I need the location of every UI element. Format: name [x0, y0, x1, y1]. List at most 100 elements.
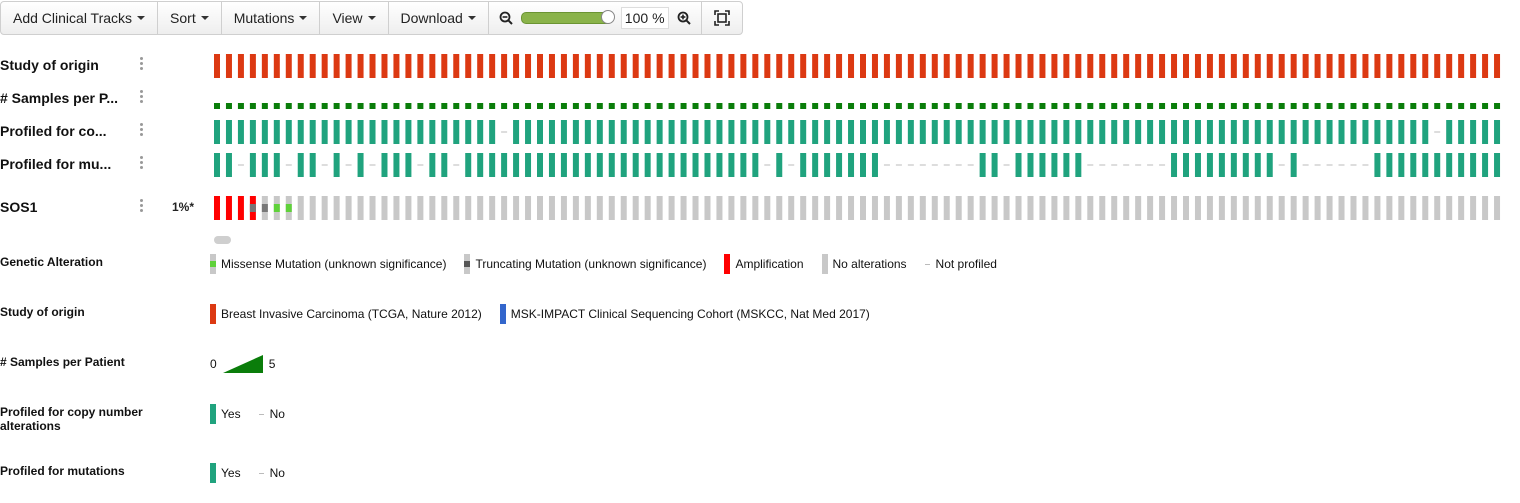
- mut-profiled-cell[interactable]: [273, 153, 280, 177]
- mut-profiled-cell[interactable]: [1266, 153, 1273, 177]
- no-alteration-cell[interactable]: [836, 196, 843, 220]
- mut-not-profiled-cell[interactable]: [895, 164, 902, 166]
- samples-cell[interactable]: [1302, 103, 1309, 109]
- samples-cell[interactable]: [596, 103, 603, 109]
- mut-profiled-cell[interactable]: [1290, 153, 1297, 177]
- no-alteration-cell[interactable]: [1159, 196, 1166, 220]
- mut-profiled-cell[interactable]: [1410, 153, 1417, 177]
- samples-cell[interactable]: [214, 103, 220, 109]
- cna-profiled-cell[interactable]: [1135, 120, 1142, 144]
- mut-profiled-cell[interactable]: [848, 153, 855, 177]
- mut-not-profiled-cell[interactable]: [1338, 164, 1345, 166]
- cna-profiled-cell[interactable]: [812, 120, 819, 144]
- cna-profiled-cell[interactable]: [1015, 120, 1022, 144]
- mut-not-profiled-cell[interactable]: [1099, 164, 1106, 166]
- profiled-mutations-track[interactable]: [214, 153, 1506, 177]
- no-alteration-cell[interactable]: [907, 196, 914, 220]
- samples-cell[interactable]: [1099, 103, 1106, 109]
- samples-cell[interactable]: [1326, 103, 1333, 109]
- cna-profiled-cell[interactable]: [1494, 120, 1501, 144]
- track-label-profiled-cna[interactable]: Profiled for co...: [0, 123, 107, 139]
- no-alteration-cell[interactable]: [967, 196, 974, 220]
- mut-profiled-cell[interactable]: [1183, 153, 1189, 177]
- mut-profiled-cell[interactable]: [740, 153, 747, 177]
- samples-cell[interactable]: [429, 103, 436, 109]
- samples-cell[interactable]: [285, 103, 292, 109]
- mut-not-profiled-cell[interactable]: [1362, 164, 1369, 166]
- mut-profiled-cell[interactable]: [1051, 153, 1058, 177]
- no-alteration-cell[interactable]: [991, 196, 998, 220]
- no-alteration-cell[interactable]: [1458, 196, 1465, 220]
- no-alteration-cell[interactable]: [1087, 196, 1094, 220]
- study-cell[interactable]: [1206, 54, 1213, 78]
- mut-profiled-cell[interactable]: [1458, 153, 1465, 177]
- mut-profiled-cell[interactable]: [991, 153, 998, 177]
- samples-cell[interactable]: [1087, 103, 1094, 109]
- cna-profiled-cell[interactable]: [1314, 120, 1321, 144]
- zoom-input[interactable]: 100 %: [620, 7, 669, 29]
- zoom-slider-handle[interactable]: [600, 10, 615, 24]
- samples-cell[interactable]: [1458, 103, 1465, 109]
- samples-cell[interactable]: [309, 103, 316, 109]
- samples-cell[interactable]: [1434, 103, 1441, 109]
- study-cell[interactable]: [1446, 54, 1453, 78]
- mut-profiled-cell[interactable]: [644, 153, 651, 177]
- samples-cell[interactable]: [740, 103, 747, 109]
- cna-profiled-cell[interactable]: [1087, 120, 1094, 144]
- cna-profiled-cell[interactable]: [716, 120, 723, 144]
- mut-profiled-cell[interactable]: [704, 153, 711, 177]
- cna-profiled-cell[interactable]: [1482, 120, 1489, 144]
- study-cell[interactable]: [1218, 54, 1225, 78]
- mut-profiled-cell[interactable]: [1242, 153, 1249, 177]
- mut-profiled-cell[interactable]: [1075, 153, 1082, 177]
- cna-profiled-cell[interactable]: [848, 120, 855, 144]
- mut-profiled-cell[interactable]: [656, 153, 663, 177]
- no-alteration-cell[interactable]: [1135, 196, 1142, 220]
- samples-cell[interactable]: [1350, 103, 1357, 109]
- study-cell[interactable]: [895, 54, 902, 78]
- study-cell[interactable]: [1266, 54, 1273, 78]
- study-cell[interactable]: [919, 54, 926, 78]
- samples-cell[interactable]: [393, 103, 400, 109]
- study-cell[interactable]: [1290, 54, 1297, 78]
- no-alteration-cell[interactable]: [417, 196, 424, 220]
- no-alteration-cell[interactable]: [608, 196, 615, 220]
- no-alteration-cell[interactable]: [381, 196, 388, 220]
- cna-profiled-cell[interactable]: [1446, 120, 1453, 144]
- no-alteration-cell[interactable]: [560, 196, 567, 220]
- cna-profiled-cell[interactable]: [1027, 120, 1034, 144]
- samples-cell[interactable]: [1194, 103, 1201, 109]
- cna-profiled-cell[interactable]: [1051, 120, 1058, 144]
- no-alteration-cell[interactable]: [1027, 196, 1034, 220]
- study-cell[interactable]: [1027, 54, 1034, 78]
- study-cell[interactable]: [261, 54, 268, 78]
- samples-cell[interactable]: [764, 103, 771, 109]
- no-alteration-cell[interactable]: [812, 196, 819, 220]
- cna-profiled-cell[interactable]: [548, 120, 555, 144]
- cna-profiled-cell[interactable]: [644, 120, 651, 144]
- mut-profiled-cell[interactable]: [249, 153, 256, 177]
- mut-profiled-cell[interactable]: [501, 153, 508, 177]
- mut-profiled-cell[interactable]: [1063, 153, 1070, 177]
- no-alteration-cell[interactable]: [680, 196, 687, 220]
- study-cell[interactable]: [1410, 54, 1417, 78]
- cna-profiled-cell[interactable]: [214, 120, 220, 144]
- study-cell[interactable]: [477, 54, 484, 78]
- samples-cell[interactable]: [776, 103, 783, 109]
- samples-cell[interactable]: [955, 103, 962, 109]
- mut-not-profiled-cell[interactable]: [967, 164, 974, 166]
- mut-not-profiled-cell[interactable]: [321, 164, 328, 166]
- cna-profiled-cell[interactable]: [261, 120, 268, 144]
- no-alteration-cell[interactable]: [931, 196, 938, 220]
- study-cell[interactable]: [1183, 54, 1189, 78]
- no-alteration-cell[interactable]: [919, 196, 926, 220]
- study-cell[interactable]: [513, 54, 520, 78]
- mutations-button[interactable]: Mutations: [222, 2, 321, 34]
- cna-profiled-cell[interactable]: [1386, 120, 1393, 144]
- no-alteration-cell[interactable]: [369, 196, 376, 220]
- samples-cell[interactable]: [1362, 103, 1369, 109]
- study-cell[interactable]: [381, 54, 388, 78]
- samples-cell[interactable]: [417, 103, 424, 109]
- samples-cell[interactable]: [1242, 103, 1249, 109]
- no-alteration-cell[interactable]: [1494, 196, 1501, 220]
